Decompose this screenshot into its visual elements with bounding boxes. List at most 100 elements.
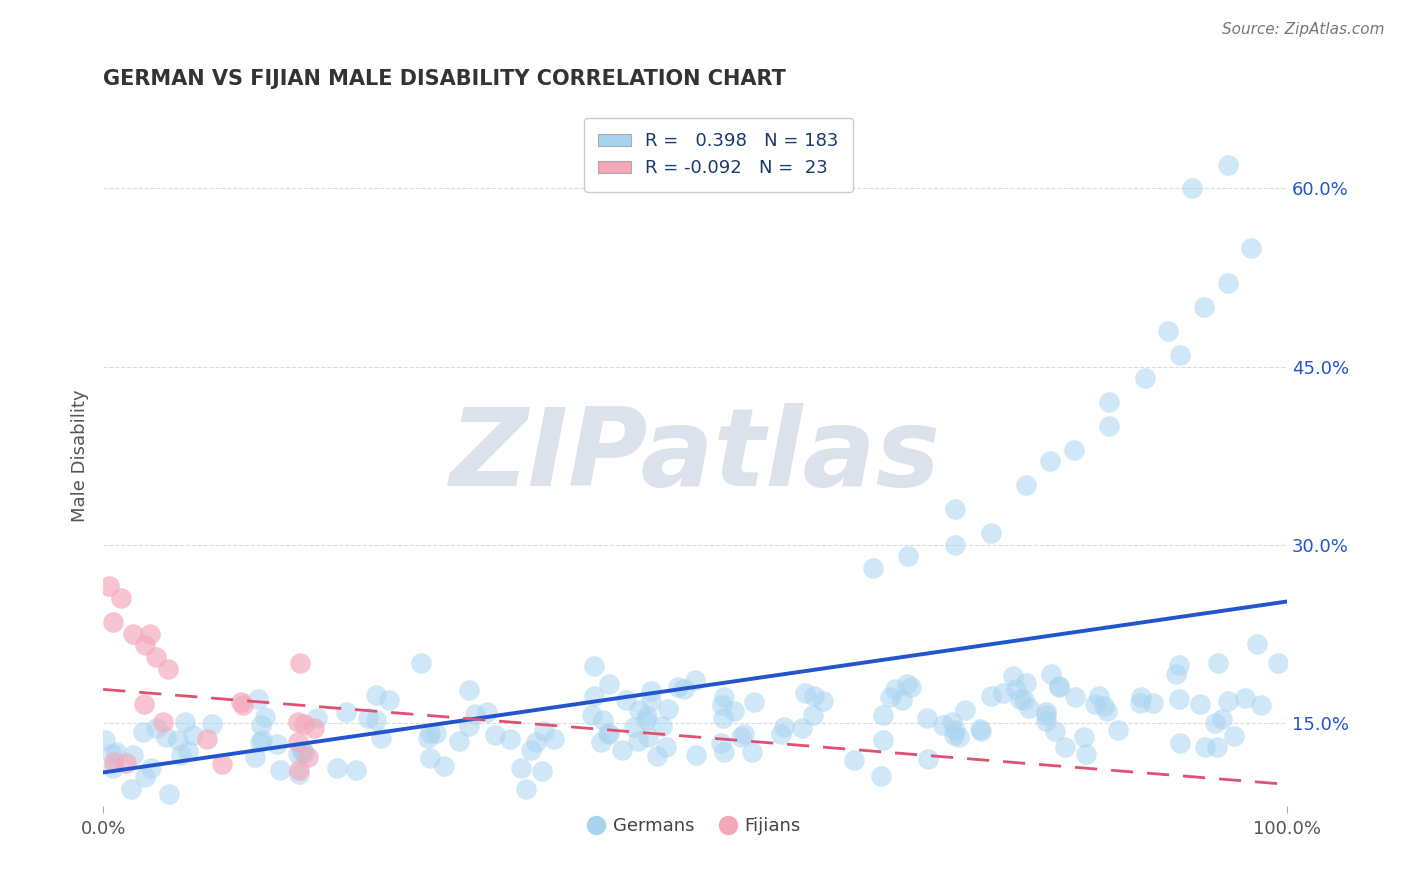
Point — [589, 734, 612, 748]
Point — [177, 744, 200, 758]
Point — [583, 659, 606, 673]
Point — [139, 626, 162, 640]
Point — [1168, 692, 1191, 706]
Point — [110, 591, 132, 605]
Point — [1240, 241, 1263, 255]
Point — [1157, 324, 1180, 338]
Point — [980, 525, 1002, 540]
Point — [357, 711, 380, 725]
Point — [1129, 697, 1152, 711]
Point — [1005, 681, 1028, 696]
Point — [915, 711, 938, 725]
Point — [1107, 723, 1129, 738]
Point — [1098, 395, 1121, 409]
Point — [1047, 680, 1070, 694]
Point — [711, 698, 734, 712]
Point — [842, 753, 865, 767]
Point — [1267, 656, 1289, 670]
Point — [103, 755, 125, 769]
Point — [1142, 696, 1164, 710]
Point — [811, 694, 834, 708]
Point — [741, 745, 763, 759]
Point — [623, 720, 645, 734]
Point — [232, 698, 254, 712]
Point — [1246, 637, 1268, 651]
Point — [305, 711, 328, 725]
Point — [730, 730, 752, 744]
Point — [917, 752, 939, 766]
Point — [292, 716, 315, 731]
Point — [598, 727, 620, 741]
Point — [1216, 277, 1239, 291]
Point — [1211, 712, 1233, 726]
Point — [104, 745, 127, 759]
Point — [723, 704, 745, 718]
Point — [1192, 300, 1215, 314]
Point — [409, 656, 432, 670]
Point — [266, 738, 288, 752]
Point — [713, 745, 735, 759]
Point — [769, 727, 792, 741]
Point — [1035, 705, 1057, 719]
Point — [596, 726, 619, 740]
Point — [1168, 657, 1191, 672]
Point — [101, 615, 124, 629]
Point — [167, 733, 190, 747]
Point — [793, 686, 815, 700]
Point — [803, 690, 825, 704]
Point — [1181, 181, 1204, 195]
Point — [243, 750, 266, 764]
Point — [433, 758, 456, 772]
Point — [457, 719, 479, 733]
Point — [524, 735, 547, 749]
Point — [229, 695, 252, 709]
Point — [1168, 348, 1191, 362]
Point — [419, 725, 441, 739]
Point — [1073, 730, 1095, 744]
Point — [1039, 666, 1062, 681]
Point — [583, 690, 606, 704]
Point — [249, 718, 271, 732]
Point — [520, 742, 543, 756]
Point — [872, 733, 894, 747]
Point — [896, 677, 918, 691]
Point — [370, 731, 392, 745]
Point — [249, 734, 271, 748]
Point — [1054, 739, 1077, 754]
Point — [1098, 418, 1121, 433]
Point — [610, 743, 633, 757]
Point — [1043, 724, 1066, 739]
Point — [945, 502, 967, 516]
Point — [1188, 697, 1211, 711]
Point — [120, 782, 142, 797]
Point — [364, 688, 387, 702]
Point — [174, 715, 197, 730]
Point — [685, 748, 707, 763]
Point — [1194, 740, 1216, 755]
Point — [891, 692, 914, 706]
Point — [1168, 736, 1191, 750]
Point — [247, 692, 270, 706]
Point — [948, 730, 970, 744]
Point — [879, 690, 901, 705]
Point — [1216, 158, 1239, 172]
Point — [969, 722, 991, 736]
Point — [713, 690, 735, 705]
Point — [870, 769, 893, 783]
Point — [425, 726, 447, 740]
Point — [464, 706, 486, 721]
Point — [100, 747, 122, 761]
Point — [1015, 676, 1038, 690]
Point — [211, 756, 233, 771]
Point — [945, 537, 967, 551]
Point — [304, 721, 326, 735]
Y-axis label: Male Disability: Male Disability — [72, 389, 89, 522]
Point — [1205, 739, 1227, 754]
Point — [862, 561, 884, 575]
Point — [673, 682, 696, 697]
Point — [101, 761, 124, 775]
Point — [683, 673, 706, 687]
Point — [628, 703, 651, 717]
Point — [447, 733, 470, 747]
Point — [1035, 708, 1057, 723]
